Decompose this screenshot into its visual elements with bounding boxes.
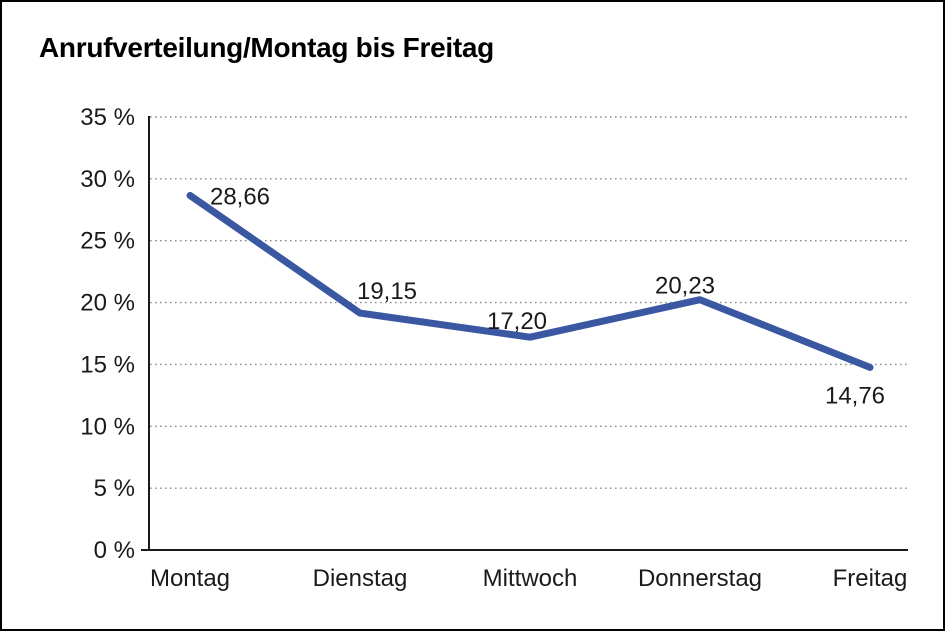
y-tick-label: 25 % bbox=[80, 228, 135, 255]
y-tick-label: 30 % bbox=[80, 166, 135, 193]
data-label-montag: 28,66 bbox=[210, 183, 270, 210]
x-tick-label-mittwoch: Mittwoch bbox=[483, 565, 578, 592]
data-label-dienstag: 19,15 bbox=[357, 278, 417, 305]
x-tick-label-montag: Montag bbox=[150, 565, 230, 592]
y-tick-label: 0 % bbox=[94, 537, 135, 564]
y-tick-label: 35 % bbox=[80, 104, 135, 131]
data-label-mittwoch: 17,20 bbox=[487, 308, 547, 335]
chart-title: Anrufverteilung/Montag bis Freitag bbox=[39, 32, 494, 63]
y-tick-label: 20 % bbox=[80, 290, 135, 317]
y-tick-label: 10 % bbox=[80, 413, 135, 440]
x-tick-label-freitag: Freitag bbox=[833, 565, 908, 592]
y-tick-label: 15 % bbox=[80, 351, 135, 378]
data-label-donnerstag: 20,23 bbox=[655, 273, 715, 300]
data-line-anrufverteilung bbox=[186, 191, 874, 371]
x-tick-label-donnerstag: Donnerstag bbox=[638, 565, 762, 592]
y-tick-label: 5 % bbox=[94, 475, 135, 502]
data-label-freitag: 14,76 bbox=[825, 382, 885, 409]
x-tick-label-dienstag: Dienstag bbox=[313, 565, 408, 592]
